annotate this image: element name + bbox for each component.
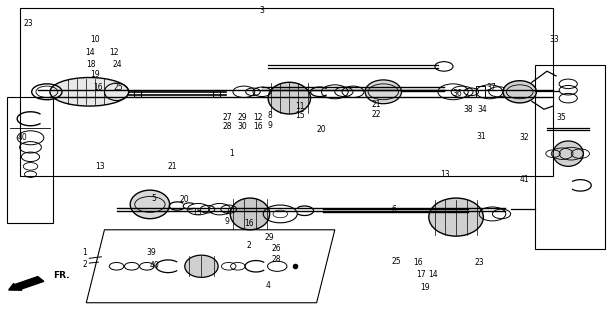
Text: 41: 41 xyxy=(519,174,529,184)
Text: 1: 1 xyxy=(230,149,234,158)
Text: 2: 2 xyxy=(247,241,251,250)
Text: 16: 16 xyxy=(414,258,423,267)
Text: 4: 4 xyxy=(266,281,270,290)
Text: 19: 19 xyxy=(420,283,429,292)
Text: 22: 22 xyxy=(371,109,381,118)
Text: 36: 36 xyxy=(452,89,462,98)
Text: 14: 14 xyxy=(428,270,438,279)
Text: 16: 16 xyxy=(94,83,103,92)
Text: 35: 35 xyxy=(556,113,566,122)
Text: 6: 6 xyxy=(392,205,396,214)
Ellipse shape xyxy=(365,80,401,104)
Text: 40: 40 xyxy=(149,261,159,270)
Ellipse shape xyxy=(268,82,311,114)
Text: 37: 37 xyxy=(487,83,496,92)
Text: 26: 26 xyxy=(271,244,281,253)
Text: 32: 32 xyxy=(519,133,529,142)
Text: 20: 20 xyxy=(317,125,326,134)
Text: 17: 17 xyxy=(416,270,426,279)
Text: 21: 21 xyxy=(167,162,177,171)
Text: 27: 27 xyxy=(223,113,232,122)
Text: 38: 38 xyxy=(463,105,473,114)
Text: 16: 16 xyxy=(253,122,263,131)
Text: 40: 40 xyxy=(18,133,27,142)
Ellipse shape xyxy=(553,141,583,166)
Text: 30: 30 xyxy=(238,122,247,131)
Text: 18: 18 xyxy=(86,60,96,69)
Text: 20: 20 xyxy=(180,195,189,204)
Text: 28: 28 xyxy=(271,255,281,264)
Text: 34: 34 xyxy=(477,105,487,114)
Text: 5: 5 xyxy=(152,194,157,203)
Text: 11: 11 xyxy=(295,101,304,111)
Text: 28: 28 xyxy=(223,122,232,131)
Text: 1: 1 xyxy=(83,248,88,257)
Text: 29: 29 xyxy=(238,113,247,122)
Text: 24: 24 xyxy=(113,60,122,69)
Text: 15: 15 xyxy=(192,208,202,217)
Text: 19: 19 xyxy=(91,70,100,79)
Text: 16: 16 xyxy=(244,219,253,228)
Text: 12: 12 xyxy=(254,113,263,122)
Text: 2: 2 xyxy=(83,260,88,268)
Text: 9: 9 xyxy=(267,121,272,130)
Text: 23: 23 xyxy=(474,258,484,267)
Bar xyxy=(134,90,141,97)
Ellipse shape xyxy=(50,77,128,106)
Ellipse shape xyxy=(130,190,170,219)
Text: 25: 25 xyxy=(113,83,123,92)
Ellipse shape xyxy=(429,198,484,236)
Text: 8: 8 xyxy=(267,111,272,120)
Text: FR.: FR. xyxy=(53,271,69,280)
Ellipse shape xyxy=(230,198,270,230)
Text: 23: 23 xyxy=(24,19,33,28)
Text: 21: 21 xyxy=(371,100,381,109)
Text: 7: 7 xyxy=(225,208,230,217)
Bar xyxy=(213,90,220,97)
Ellipse shape xyxy=(503,81,537,103)
Text: 13: 13 xyxy=(440,170,450,179)
Text: 29: 29 xyxy=(264,233,274,242)
Text: 3: 3 xyxy=(259,6,264,15)
Ellipse shape xyxy=(185,255,218,277)
FancyArrow shape xyxy=(9,276,44,290)
Text: 14: 14 xyxy=(86,48,96,57)
Text: 9: 9 xyxy=(225,217,230,226)
Bar xyxy=(476,86,485,97)
Text: 33: 33 xyxy=(549,35,559,44)
Text: 25: 25 xyxy=(392,257,401,266)
Text: 13: 13 xyxy=(95,162,104,171)
Text: 31: 31 xyxy=(477,132,487,141)
Text: 10: 10 xyxy=(91,35,100,44)
Text: 39: 39 xyxy=(147,248,157,257)
Text: 15: 15 xyxy=(295,111,304,120)
Text: 12: 12 xyxy=(109,48,118,57)
